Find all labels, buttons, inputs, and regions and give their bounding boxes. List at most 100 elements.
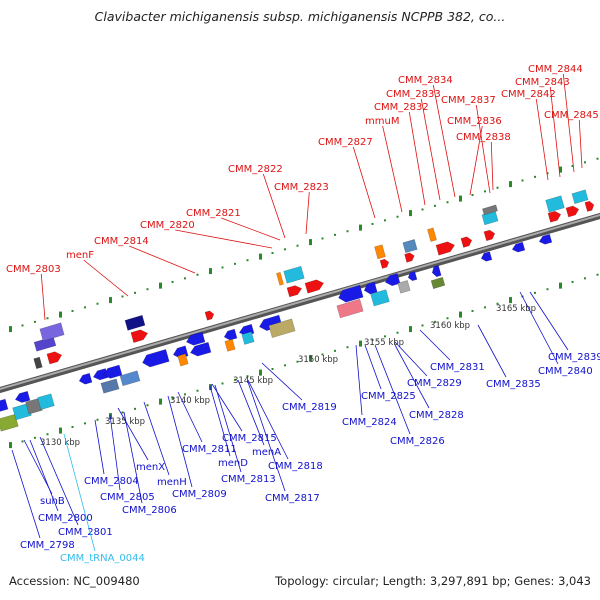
reverse-gene: [407, 271, 418, 282]
scale-label: 3155 kbp: [364, 338, 404, 348]
lower-feature: [25, 397, 43, 415]
top-gene-label: CMM_2827: [318, 137, 373, 148]
top-leader-line: [305, 191, 310, 235]
reverse-gene: [0, 398, 9, 412]
scale-label: 3130 kbp: [40, 438, 80, 448]
upper-tick: [559, 166, 562, 173]
bottom-leader-line: [529, 291, 569, 351]
top-gene-label: menF: [66, 250, 94, 261]
bottom-gene-label: CMM_2828: [409, 410, 464, 421]
top-gene-label: CMM_2814: [94, 236, 149, 247]
lower-tick: [259, 369, 262, 376]
trna-label: CMM_tRNA_0044: [60, 553, 145, 564]
top-leader-line: [382, 125, 403, 213]
bottom-leader-line: [211, 383, 243, 432]
top-leader-line: [262, 173, 286, 239]
bottom-leader-line: [177, 391, 203, 443]
bottom-gene-label: CMM_2798: [20, 540, 75, 551]
top-leader-line: [469, 125, 483, 196]
forward-gene: [204, 310, 215, 321]
lower-tick: [496, 302, 499, 305]
upper-tick: [271, 251, 274, 254]
upper-tick: [509, 181, 512, 188]
lower-tick: [121, 411, 124, 414]
lower-tick: [346, 346, 349, 349]
bottom-leader-line: [109, 414, 121, 491]
lower-feature: [430, 276, 446, 290]
lower-tick: [9, 442, 12, 449]
bottom-leader-line: [167, 395, 193, 488]
top-gene-label: CMM_2834: [398, 75, 453, 86]
top-gene-label: CMM_2823: [274, 182, 329, 193]
forward-gene: [460, 236, 473, 248]
upper-tick: [46, 317, 49, 320]
bottom-leader-line: [29, 439, 59, 512]
reverse-gene: [431, 265, 442, 278]
bottom-gene-label: CMM_2811: [182, 444, 237, 455]
upper-tick: [9, 326, 12, 333]
lower-tick: [271, 367, 274, 370]
trna-leader-line: [63, 433, 96, 552]
bottom-gene-label: menA: [252, 447, 281, 458]
bottom-gene-label: CMM_2801: [58, 527, 113, 538]
upper-tick: [71, 309, 74, 312]
upper-tick: [371, 222, 374, 225]
upper-tick: [521, 179, 524, 182]
top-leader-line: [408, 111, 426, 206]
reverse-gene: [78, 372, 93, 385]
upper-feature: [283, 265, 305, 284]
top-gene-label: CMM_2821: [186, 208, 241, 219]
top-leader-line: [83, 259, 129, 297]
bottom-gene-label: CMM_2800: [38, 513, 93, 524]
lower-tick: [334, 349, 336, 352]
forward-gene: [130, 329, 149, 343]
reverse-gene: [185, 331, 206, 346]
upper-tick: [296, 244, 299, 247]
lower-tick: [171, 396, 174, 399]
bottom-leader-line: [247, 381, 286, 492]
scale-label: 3160 kbp: [430, 321, 470, 331]
lower-tick: [359, 340, 362, 347]
forward-gene: [483, 229, 496, 242]
scale-label: 3145 kbp: [233, 376, 273, 386]
bottom-gene-label: CMM_2805: [100, 492, 155, 503]
upper-tick: [496, 186, 499, 189]
upper-tick: [284, 248, 286, 251]
upper-tick: [309, 239, 312, 246]
lower-tick: [559, 282, 562, 289]
scale-label: 3140 kbp: [170, 396, 210, 406]
lower-feature: [268, 318, 296, 338]
upper-feature: [374, 244, 386, 260]
top-gene-label: CMM_2842: [501, 89, 556, 100]
forward-gene: [304, 279, 325, 294]
lower-tick: [396, 331, 399, 334]
bottom-gene-label: CMM_2835: [486, 379, 541, 390]
forward-gene: [46, 351, 63, 365]
upper-tick: [171, 280, 174, 283]
reverse-gene: [14, 390, 31, 403]
bottom-gene-label: CMM_2831: [430, 362, 485, 373]
upper-tick: [234, 262, 236, 265]
lower-tick: [534, 291, 536, 294]
upper-tick: [571, 164, 574, 167]
lower-tick: [546, 288, 549, 291]
top-leader-line: [221, 217, 281, 241]
lower-tick: [146, 404, 149, 407]
lower-feature: [37, 393, 55, 410]
bottom-leader-line: [209, 385, 231, 457]
bottom-gene-label: CMM_2839: [548, 352, 600, 363]
upper-feature: [482, 204, 498, 216]
top-gene-label: CMM_2844: [528, 64, 583, 75]
bottom-gene-label: CMM_2819: [282, 402, 337, 413]
scale-label: 3150 kbp: [298, 355, 338, 365]
top-gene-label: CMM_2803: [6, 264, 61, 275]
scale-label: 3165 kbp: [496, 304, 536, 314]
bottom-gene-label: CMM_2818: [268, 461, 323, 472]
top-gene-label: CMM_2833: [386, 89, 441, 100]
top-leader-line: [549, 86, 561, 178]
upper-tick: [221, 266, 224, 269]
lower-feature: [12, 403, 32, 421]
lower-tick: [509, 297, 512, 304]
lower-tick: [196, 389, 199, 392]
